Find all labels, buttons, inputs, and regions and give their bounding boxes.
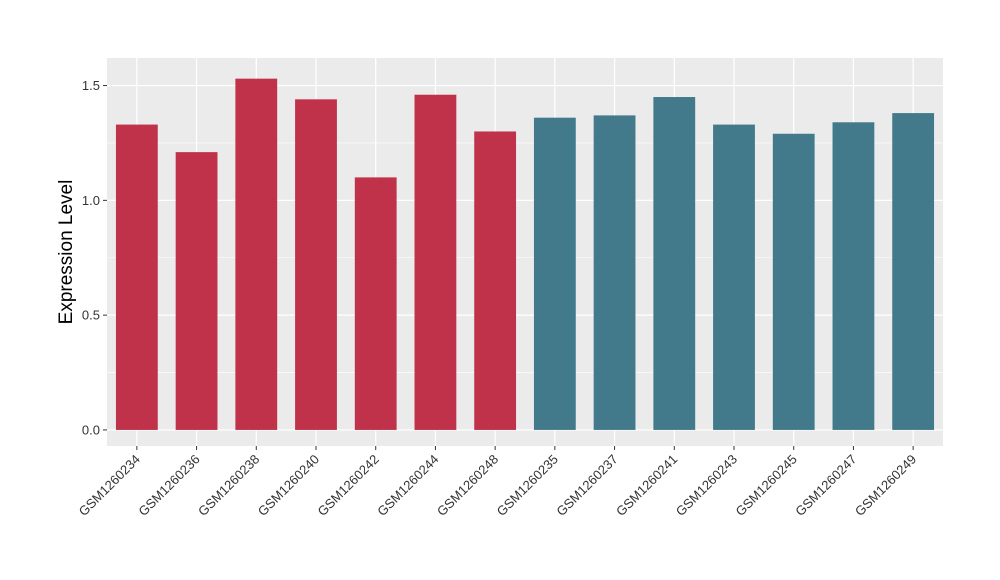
bar-GSM1260235 [533, 117, 576, 430]
bar-GSM1260249 [892, 113, 935, 430]
y-axis-title: Expression Level [56, 180, 77, 325]
x-tick-label: GSM1260238 [195, 452, 262, 519]
bar-GSM1260241 [653, 97, 696, 430]
x-tick-label: GSM1260234 [76, 452, 143, 519]
x-tick-label: GSM1260249 [852, 452, 919, 519]
x-tick-label: GSM1260247 [792, 452, 859, 519]
bar-GSM1260244 [414, 94, 457, 430]
bar-GSM1260245 [772, 133, 815, 430]
x-tick-label: GSM1260241 [613, 452, 680, 519]
x-tick-label: GSM1260245 [732, 452, 799, 519]
bar-GSM1260240 [295, 99, 337, 430]
x-tick-label: GSM1260243 [673, 452, 740, 519]
x-tick-label: GSM1260248 [434, 452, 501, 519]
x-tick-label: GSM1260244 [374, 452, 441, 519]
bar-GSM1260237 [593, 115, 636, 430]
bar-GSM1260247 [832, 122, 875, 430]
x-tick-label: GSM1260235 [494, 452, 561, 519]
x-tick-label: GSM1260237 [553, 452, 620, 519]
x-tick-label: GSM1260242 [314, 452, 381, 519]
y-axis: 0.0 0.5 1.0 1.5 [82, 78, 107, 437]
plot-panel [107, 58, 943, 446]
x-tick-label: GSM1260236 [135, 452, 202, 519]
bar-GSM1260234 [115, 124, 158, 430]
y-tick-label: 0.0 [82, 422, 100, 437]
bar-GSM1260238 [235, 78, 278, 430]
bars [115, 78, 935, 430]
x-tick-label: GSM1260240 [255, 452, 322, 519]
bar-GSM1260248 [474, 131, 517, 430]
y-tick-label: 1.5 [82, 78, 100, 93]
bar-GSM1260243 [713, 124, 755, 430]
y-tick-label: 0.5 [82, 308, 100, 323]
x-axis: GSM1260234GSM1260236GSM1260238GSM1260240… [76, 446, 919, 519]
y-tick-label: 1.0 [82, 193, 100, 208]
bar-GSM1260242 [354, 177, 397, 430]
bar-GSM1260236 [175, 152, 218, 430]
